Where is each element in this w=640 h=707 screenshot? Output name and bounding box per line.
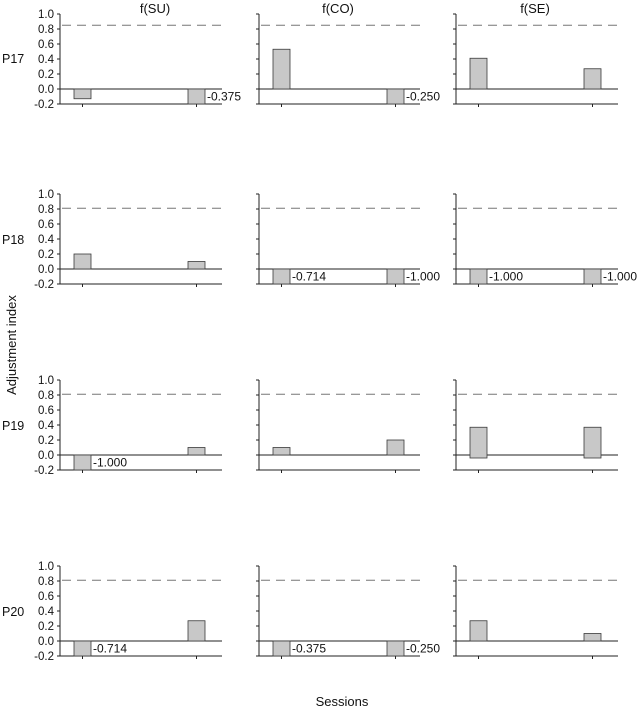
y-tick-label: 1.0 xyxy=(38,189,54,201)
y-tick-label: 0.2 xyxy=(38,249,54,261)
panel-p17-fsu: 1.0 0.8 0.6 0.4 0.2 0.0 -0.2 -0.375 xyxy=(34,9,241,111)
y-tick-label: -0.2 xyxy=(34,99,54,111)
bar xyxy=(386,439,405,456)
panel-p19-fsu: 1.0 0.8 0.6 0.4 0.2 0.0 -0.2 -1.000 xyxy=(34,375,222,477)
bar xyxy=(386,88,405,105)
bar xyxy=(469,620,488,642)
bar xyxy=(187,261,206,270)
bar-value-label: -0.375 xyxy=(292,642,326,656)
bar xyxy=(272,447,291,456)
bar xyxy=(187,620,206,642)
row-label-p17: P17 xyxy=(2,52,24,66)
y-tick-label: 0.0 xyxy=(38,264,54,276)
bar xyxy=(272,268,291,285)
y-tick-label: 0.2 xyxy=(38,621,54,633)
panel-p20-fsu: 1.0 0.8 0.6 0.4 0.2 0.0 -0.2 -0.714 xyxy=(34,561,222,663)
bar-value-label: -1.000 xyxy=(406,270,440,284)
y-tick-label: 0.0 xyxy=(38,84,54,96)
bar-value-label: -0.714 xyxy=(93,642,127,656)
y-tick-label: 0.4 xyxy=(38,606,55,618)
panel-p17-fco: -0.250 xyxy=(256,13,440,107)
y-tick-label: 0.2 xyxy=(38,435,54,447)
y-tick-label: -0.2 xyxy=(34,465,54,477)
bar-value-label: -1.000 xyxy=(603,270,637,284)
y-tick-label: -0.2 xyxy=(34,651,54,663)
bar xyxy=(73,454,92,471)
bar-value-label: -0.375 xyxy=(207,90,241,104)
y-tick-label: 0.4 xyxy=(38,420,55,432)
bar xyxy=(583,633,602,642)
column-title-co: f(CO) xyxy=(322,1,354,16)
y-tick-label: 0.2 xyxy=(38,69,54,81)
bar xyxy=(469,426,488,459)
y-tick-label: 0.8 xyxy=(38,204,54,216)
bar xyxy=(583,268,602,285)
bar-value-label: -0.250 xyxy=(406,90,440,104)
y-tick-label: 0.6 xyxy=(38,405,54,417)
y-axis-title: Adjustment index xyxy=(4,295,19,395)
y-tick-label: 0.0 xyxy=(38,636,54,648)
bar xyxy=(272,640,291,657)
y-tick-label: 0.4 xyxy=(38,234,55,246)
bar xyxy=(73,253,92,270)
panel-p18-fsu: 1.0 0.8 0.6 0.4 0.2 0.0 -0.2 xyxy=(34,189,222,291)
bar xyxy=(73,88,92,100)
y-tick-label: 0.8 xyxy=(38,576,54,588)
panel-p17-fse xyxy=(453,13,618,107)
panel-p18-fse: -1.000 -1.000 xyxy=(453,193,637,287)
y-tick-label: 0.6 xyxy=(38,591,54,603)
y-tick-label: 0.8 xyxy=(38,390,54,402)
bar-value-label: -0.250 xyxy=(406,642,440,656)
column-title-su: f(SU) xyxy=(140,1,170,16)
bar xyxy=(469,57,488,90)
bar xyxy=(386,268,405,285)
panel-p19-fco xyxy=(256,379,420,473)
bar-value-label: -1.000 xyxy=(93,456,127,470)
y-tick-label: 1.0 xyxy=(38,375,54,387)
bar xyxy=(583,68,602,90)
panels-group: 1.0 0.8 0.6 0.4 0.2 0.0 -0.2 -0.375 -0.250 1.0 0.8… xyxy=(34,9,637,663)
y-tick-label: 1.0 xyxy=(38,561,54,573)
bar xyxy=(73,640,92,657)
y-tick-label: 0.6 xyxy=(38,39,54,51)
y-tick-label: 0.6 xyxy=(38,219,54,231)
y-tick-label: 1.0 xyxy=(38,9,54,21)
bar xyxy=(187,447,206,456)
bar xyxy=(386,640,405,657)
panel-p18-fco: -0.714 -1.000 xyxy=(256,193,440,287)
y-tick-label: 0.8 xyxy=(38,24,54,36)
row-label-p19: P19 xyxy=(2,419,24,433)
y-tick-label: 0.4 xyxy=(38,54,55,66)
bar xyxy=(583,426,602,459)
column-title-se: f(SE) xyxy=(520,1,550,16)
row-label-p20: P20 xyxy=(2,605,24,619)
panel-p20-fco: -0.375 -0.250 xyxy=(256,565,440,659)
bar xyxy=(187,88,206,105)
y-tick-label: 0.0 xyxy=(38,450,54,462)
panel-p20-fse xyxy=(453,565,618,659)
y-tick-label: -0.2 xyxy=(34,279,54,291)
x-axis-title: Sessions xyxy=(316,694,369,707)
bar xyxy=(272,48,291,90)
row-label-p18: P18 xyxy=(2,233,24,247)
panel-p19-fse xyxy=(453,379,618,473)
bar xyxy=(469,268,488,285)
bar-value-label: -0.714 xyxy=(292,270,326,284)
bar-value-label: -1.000 xyxy=(489,270,523,284)
